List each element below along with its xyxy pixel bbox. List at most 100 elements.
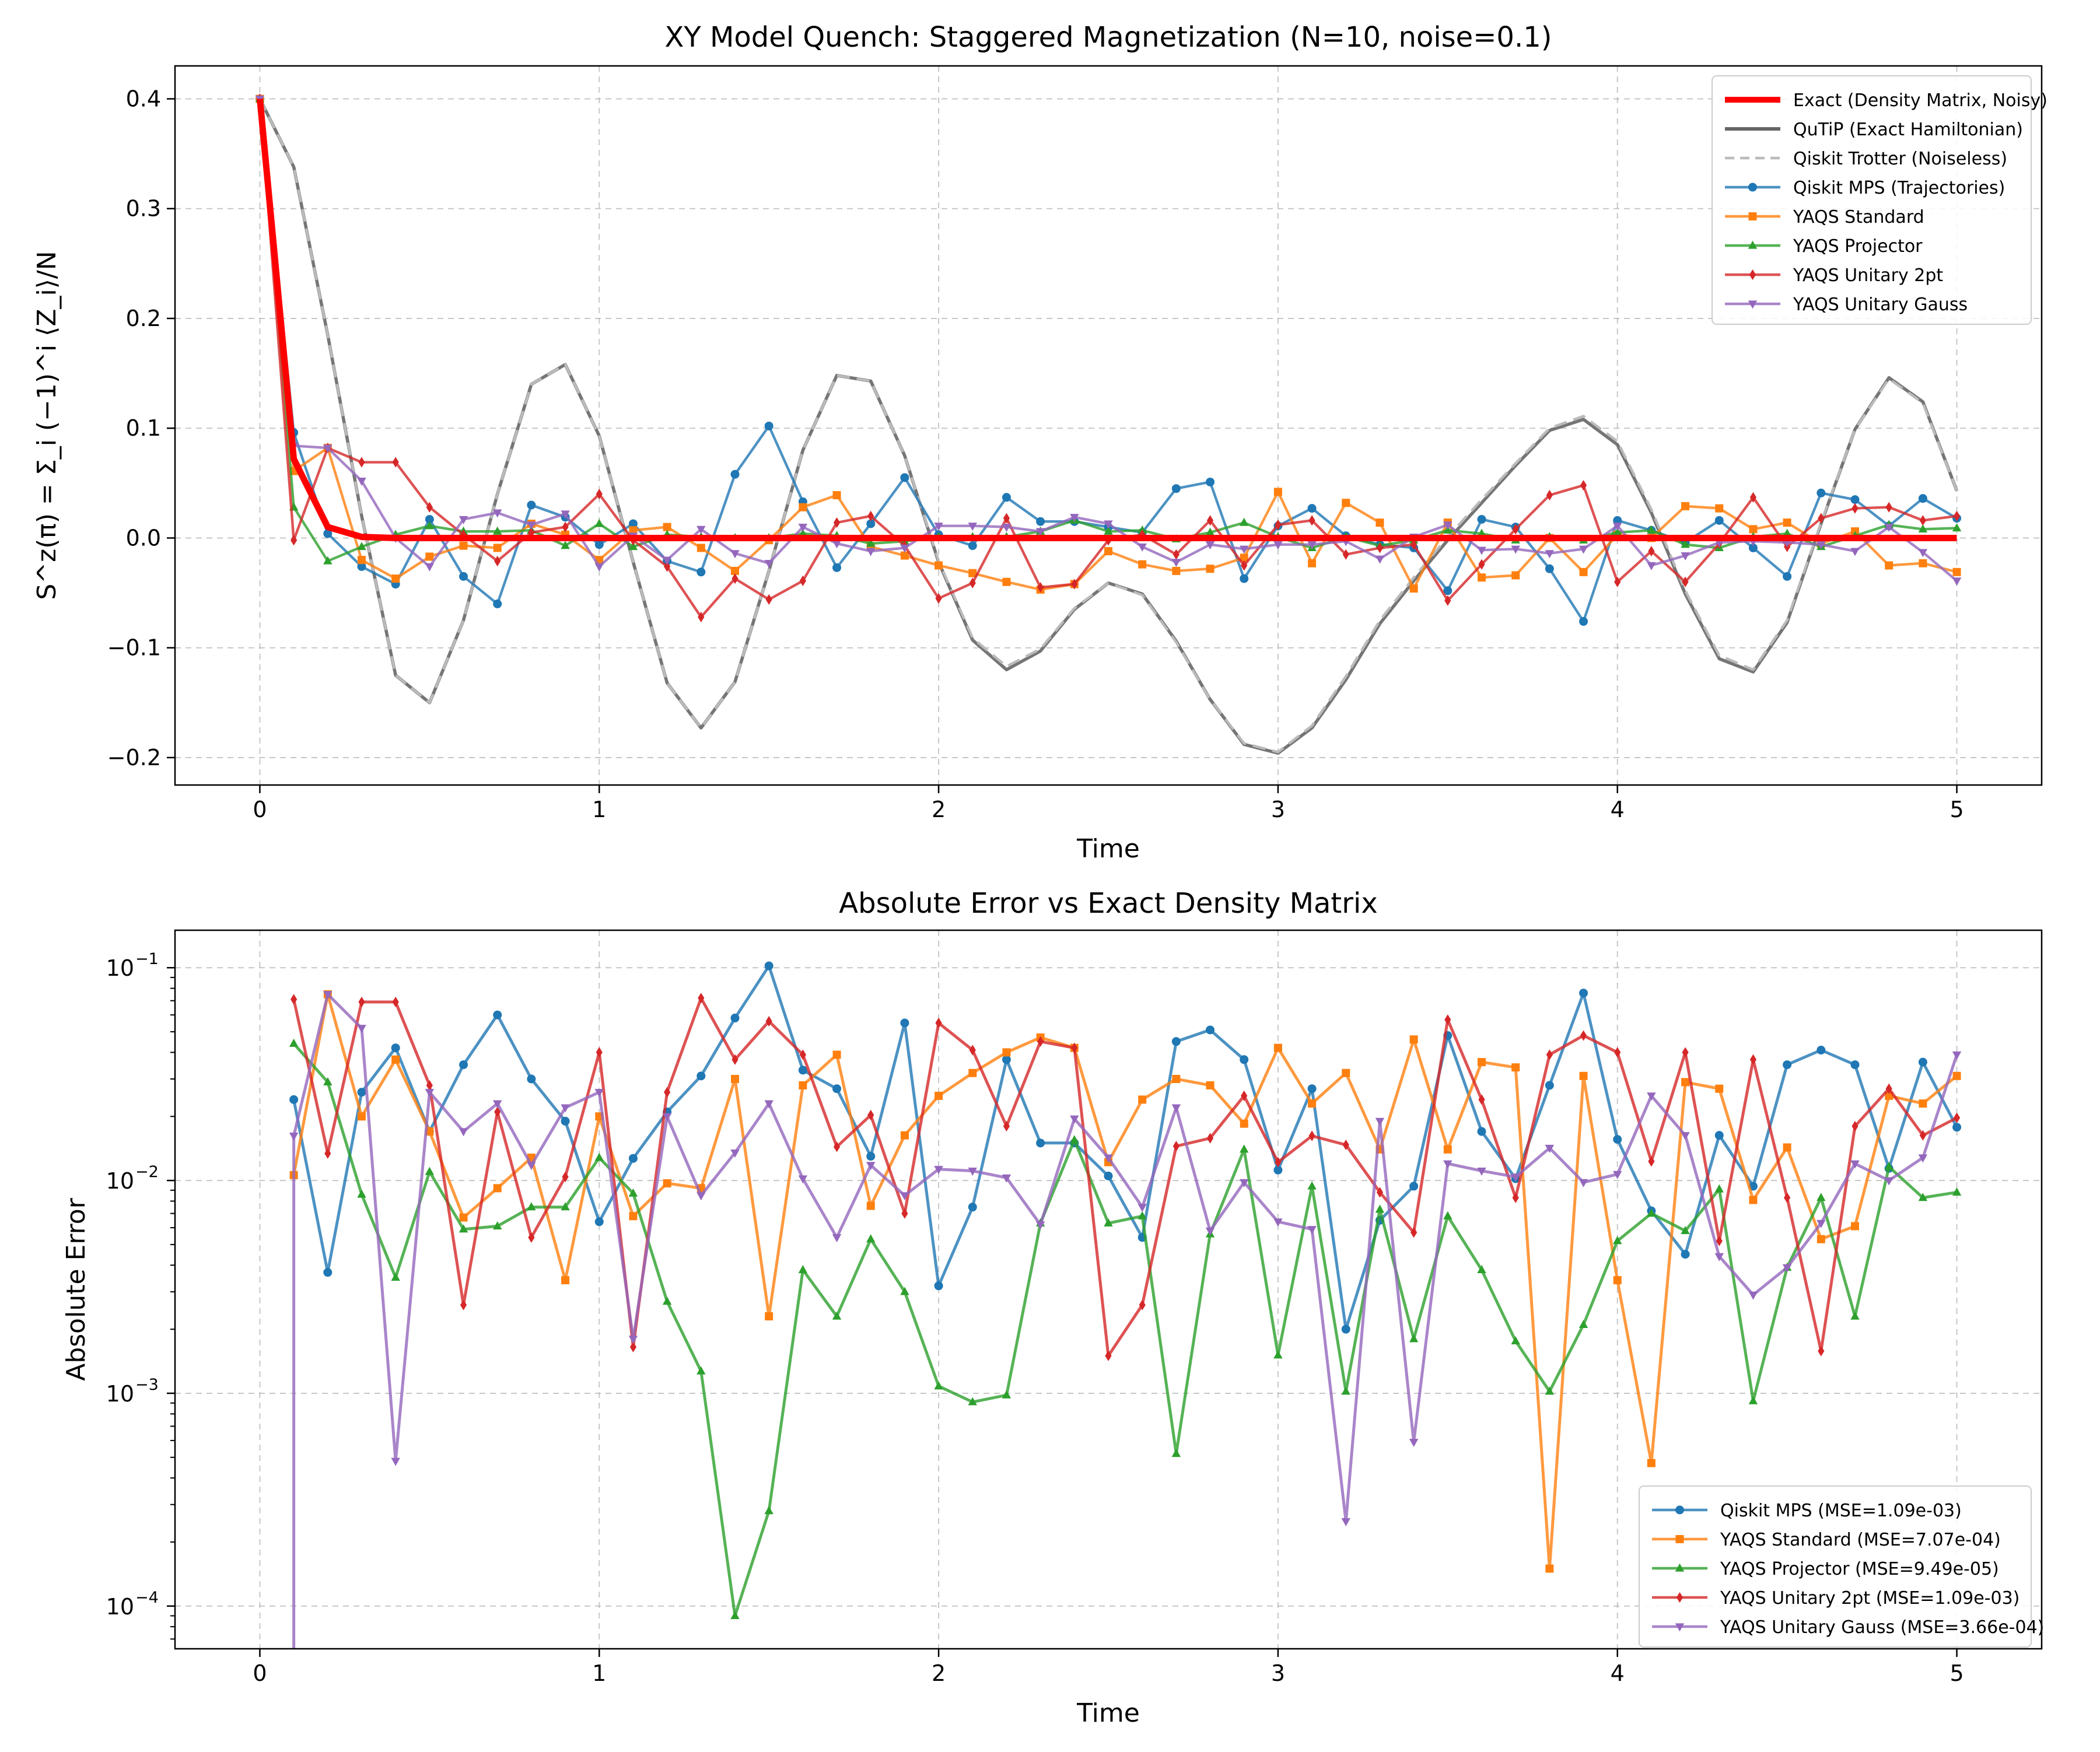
- x-tick-label: 2: [932, 1660, 946, 1686]
- data-point: [324, 1148, 331, 1159]
- data-point: [289, 1038, 299, 1047]
- data-point: [1477, 514, 1486, 524]
- data-point: [425, 552, 434, 561]
- data-point: [1275, 519, 1282, 530]
- data-point: [1884, 1177, 1894, 1186]
- data-point: [1714, 1253, 1724, 1262]
- y-tick-label: 0.2: [126, 306, 161, 331]
- data-point: [1172, 566, 1181, 575]
- data-point: [1341, 1386, 1350, 1395]
- data-point: [493, 1184, 502, 1193]
- data-point: [392, 457, 399, 468]
- legend-marker: [1675, 1563, 1685, 1572]
- data-point: [1071, 1042, 1078, 1053]
- x-tick-label: 0: [253, 797, 267, 822]
- data-point: [764, 421, 774, 430]
- series-line: [292, 993, 1958, 1523]
- data-point: [1545, 550, 1555, 559]
- data-point: [1783, 1143, 1791, 1152]
- data-point: [1817, 488, 1826, 497]
- top-x-axis-label: Time: [1076, 834, 1140, 864]
- data-point: [528, 527, 535, 538]
- data-point: [290, 535, 298, 546]
- data-point: [1748, 1291, 1758, 1300]
- data-point: [1037, 582, 1044, 593]
- data-point: [1681, 1250, 1690, 1259]
- data-point: [1919, 1130, 1926, 1141]
- data-point: [1681, 539, 1690, 548]
- data-point: [425, 521, 435, 530]
- data-point: [596, 489, 603, 500]
- data-point: [1206, 1133, 1214, 1144]
- data-point: [1240, 574, 1249, 583]
- data-point: [1885, 561, 1894, 570]
- data-point: [1070, 1135, 1079, 1144]
- series-line: [292, 993, 1958, 1570]
- y-tick-exponent: −3: [135, 1376, 159, 1394]
- data-point: [1852, 503, 1859, 514]
- data-point: [1138, 560, 1147, 569]
- legend-entry: QuTiP (Exact Hamiltonian): [1725, 120, 2023, 140]
- legend-entry: YAQS Standard (MSE=7.07e-04): [1652, 1530, 2001, 1550]
- data-point: [1614, 576, 1621, 587]
- data-point: [1647, 1459, 1656, 1467]
- data-point: [1138, 543, 1147, 552]
- series-yaqs-projector-mse-9-49e-05: [289, 1038, 1962, 1620]
- data-point: [1681, 1078, 1690, 1087]
- data-point: [561, 541, 570, 549]
- legend-marker: [1749, 269, 1756, 281]
- data-point: [562, 521, 569, 532]
- data-point: [459, 1224, 468, 1233]
- data-point: [1477, 1167, 1486, 1176]
- data-point: [1443, 1160, 1452, 1169]
- data-point: [357, 1088, 366, 1097]
- legend-box: [1712, 75, 2032, 325]
- data-point: [696, 544, 705, 552]
- data-point: [935, 561, 943, 570]
- data-point: [696, 1366, 706, 1375]
- data-point: [1036, 517, 1045, 526]
- data-point: [866, 1201, 875, 1210]
- data-point: [1240, 1179, 1249, 1187]
- bottom-panel: 0 1 2 3 4 510−410−310−210−1 Absolute Error vs…: [61, 887, 2044, 1728]
- data-point: [1647, 1092, 1656, 1101]
- series-line: [257, 98, 1957, 541]
- data-point: [1444, 595, 1451, 606]
- data-point: [1952, 1123, 1962, 1132]
- data-point: [764, 961, 774, 970]
- data-point: [730, 1611, 740, 1620]
- top-legend: Exact (Density Matrix, Noisy) QuTiP (Exac…: [1712, 75, 2048, 325]
- data-point: [1918, 549, 1928, 558]
- data-point: [832, 563, 842, 572]
- data-point: [1682, 576, 1689, 587]
- data-point: [1172, 549, 1180, 560]
- data-point: [323, 556, 332, 565]
- data-point: [1817, 1220, 1826, 1228]
- data-point: [1478, 573, 1486, 582]
- data-point: [1478, 559, 1485, 570]
- top-chart-title: XY Model Quench: Staggered Magnetization…: [665, 21, 1552, 54]
- data-point: [628, 1154, 638, 1163]
- data-point: [1172, 1075, 1181, 1084]
- data-point: [1579, 989, 1588, 998]
- legend-marker: [1675, 1623, 1685, 1632]
- data-point: [1511, 545, 1520, 554]
- data-point: [459, 516, 468, 524]
- data-point: [730, 1149, 740, 1158]
- legend-entry: YAQS Projector (MSE=9.49e-05): [1652, 1559, 1999, 1579]
- y-tick-label: −0.2: [107, 745, 161, 770]
- data-point: [528, 1232, 535, 1243]
- data-point: [1443, 1211, 1452, 1220]
- data-point: [696, 1192, 706, 1201]
- data-point: [1138, 1211, 1147, 1220]
- data-point: [1409, 1334, 1419, 1343]
- data-point: [1681, 1132, 1690, 1141]
- data-point: [832, 1311, 842, 1320]
- data-point: [629, 526, 638, 535]
- data-point: [1171, 1449, 1181, 1457]
- data-point: [1035, 1221, 1045, 1230]
- bottom-ticks: 0 1 2 3 4 510−410−310−210−1: [106, 950, 1964, 1686]
- data-point: [628, 1336, 638, 1344]
- data-point: [900, 551, 909, 560]
- data-point: [833, 517, 841, 528]
